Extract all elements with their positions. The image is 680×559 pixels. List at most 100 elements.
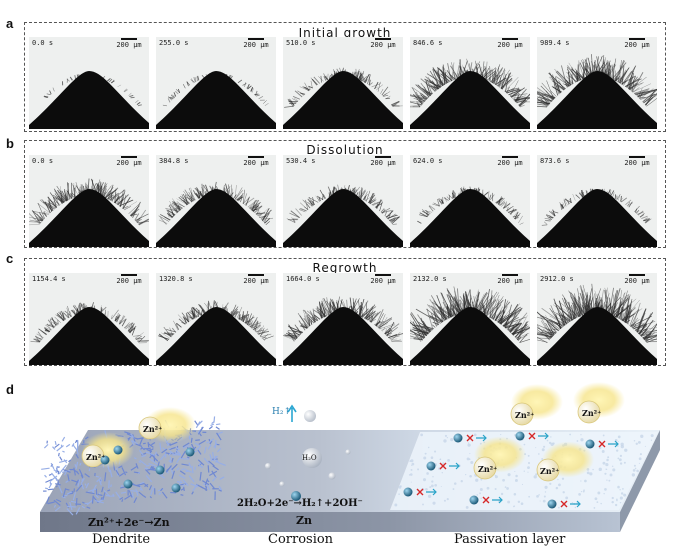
electron: [404, 488, 413, 497]
passivation-grain: [602, 462, 605, 465]
passivation-grain: [544, 495, 546, 497]
dendrite-micrograph: [283, 37, 403, 129]
dendrite-strand: [48, 489, 54, 490]
passivation-grain: [425, 453, 427, 455]
passivation-grain: [501, 493, 503, 495]
passivation-grain: [445, 435, 447, 437]
passivation-grain: [527, 472, 528, 473]
scale-bar-text: 200 µm: [116, 41, 141, 49]
passivation-grain: [466, 506, 469, 509]
panel-c-label: c: [6, 251, 13, 266]
dendrite-strand: [191, 438, 192, 443]
dendrite-strand: [148, 442, 149, 447]
passivation-grain: [615, 504, 617, 506]
passivation-grain: [580, 434, 581, 435]
scale-bar-line: [629, 156, 645, 158]
passivation-grain: [480, 488, 483, 491]
passivation-grain: [468, 442, 469, 443]
dendrite-branch: [29, 224, 39, 225]
dendrite-branch: [417, 221, 421, 223]
passivation-grain: [423, 456, 426, 459]
scale-bar: 200 µm: [496, 156, 524, 167]
passivation-grain: [410, 473, 413, 476]
dendrite-branch: [118, 85, 122, 87]
dendrite-micrograph: [283, 155, 403, 247]
dendrite-branch: [518, 216, 522, 223]
passivation-grain: [524, 471, 525, 472]
dendrite-branch: [544, 222, 547, 225]
dendrite-strand: [75, 440, 77, 443]
timestamp-label: 846.6 s: [413, 39, 443, 47]
passivation-grain: [620, 455, 622, 457]
electron: [548, 500, 557, 509]
passivation-grain: [444, 500, 446, 502]
passivation-grain: [506, 487, 509, 490]
zn-electrode-tip: [29, 189, 149, 247]
passivation-grain: [527, 466, 530, 469]
scale-bar-text: 200 µm: [497, 277, 522, 285]
timestamp-label: 873.6 s: [540, 157, 570, 165]
scale-bar-line: [502, 274, 518, 276]
passivation-grain: [618, 441, 619, 442]
timestamp-label: 510.0 s: [286, 39, 316, 47]
dendrite-strand: [210, 424, 213, 425]
zn-electrode-tip: [410, 189, 530, 247]
dendrite-strand: [44, 444, 48, 448]
scale-bar-text: 200 µm: [624, 41, 649, 49]
passivation-grain: [425, 488, 428, 491]
dendrite-strand: [101, 479, 102, 483]
timestamp-label: 384.8 s: [159, 157, 189, 165]
dendrite-strand: [125, 472, 127, 473]
passivation-grain: [583, 489, 585, 491]
passivation-grain: [502, 479, 505, 482]
scale-bar-text: 200 µm: [370, 159, 395, 167]
zn-ion-label: Zn²⁺: [540, 466, 559, 476]
dendrite-strand: [214, 416, 215, 422]
dendrite-branch: [256, 95, 260, 96]
dendrite-strand: [76, 498, 77, 506]
passivation-grain: [442, 472, 443, 473]
passivation-grain: [651, 434, 654, 437]
passivation-grain: [470, 461, 473, 464]
scale-bar-text: 200 µm: [370, 41, 395, 49]
scale-bar: 200 µm: [623, 156, 651, 167]
passivation-grain: [479, 492, 481, 494]
passivation-grain: [542, 448, 545, 451]
passivation-grain: [605, 463, 608, 466]
electron: [516, 432, 525, 441]
passivation-grain: [617, 458, 619, 460]
passivation-grain: [610, 474, 613, 477]
passivation-grain: [617, 486, 620, 489]
dendrite-equation: Zn²⁺+2e⁻→Zn: [88, 516, 170, 529]
dendrite-micrograph: [410, 37, 530, 129]
scale-bar-text: 200 µm: [243, 41, 268, 49]
bubble: [329, 473, 336, 480]
passivation-grain: [635, 468, 637, 470]
passivation-grain: [447, 437, 448, 438]
dendrite-micrograph: [156, 273, 276, 365]
timestamp-label: 1154.4 s: [32, 275, 66, 283]
passivation-grain: [495, 475, 498, 478]
passivation-grain: [603, 493, 604, 494]
passivation-grain: [605, 468, 606, 469]
scale-bar-text: 200 µm: [370, 277, 395, 285]
passivation-grain: [545, 491, 546, 492]
passivation-grain: [417, 468, 419, 470]
passivation-grain: [514, 471, 515, 472]
dendrite-strand: [58, 479, 59, 484]
dendrite-branch: [261, 334, 272, 337]
scale-bar: 200 µm: [496, 38, 524, 49]
zn-ion-label: Zn²⁺: [143, 424, 162, 434]
scale-bar-line: [121, 274, 137, 276]
passivation-grain: [584, 480, 587, 483]
zn-electrode-tip: [537, 189, 657, 247]
dendrite-strand: [195, 440, 200, 441]
scale-bar: 200 µm: [623, 274, 651, 285]
passivation-grain: [429, 486, 431, 488]
scale-bar-text: 200 µm: [624, 159, 649, 167]
dendrite-branch: [488, 191, 489, 199]
scale-bar: 200 µm: [369, 156, 397, 167]
electron: [427, 462, 436, 471]
